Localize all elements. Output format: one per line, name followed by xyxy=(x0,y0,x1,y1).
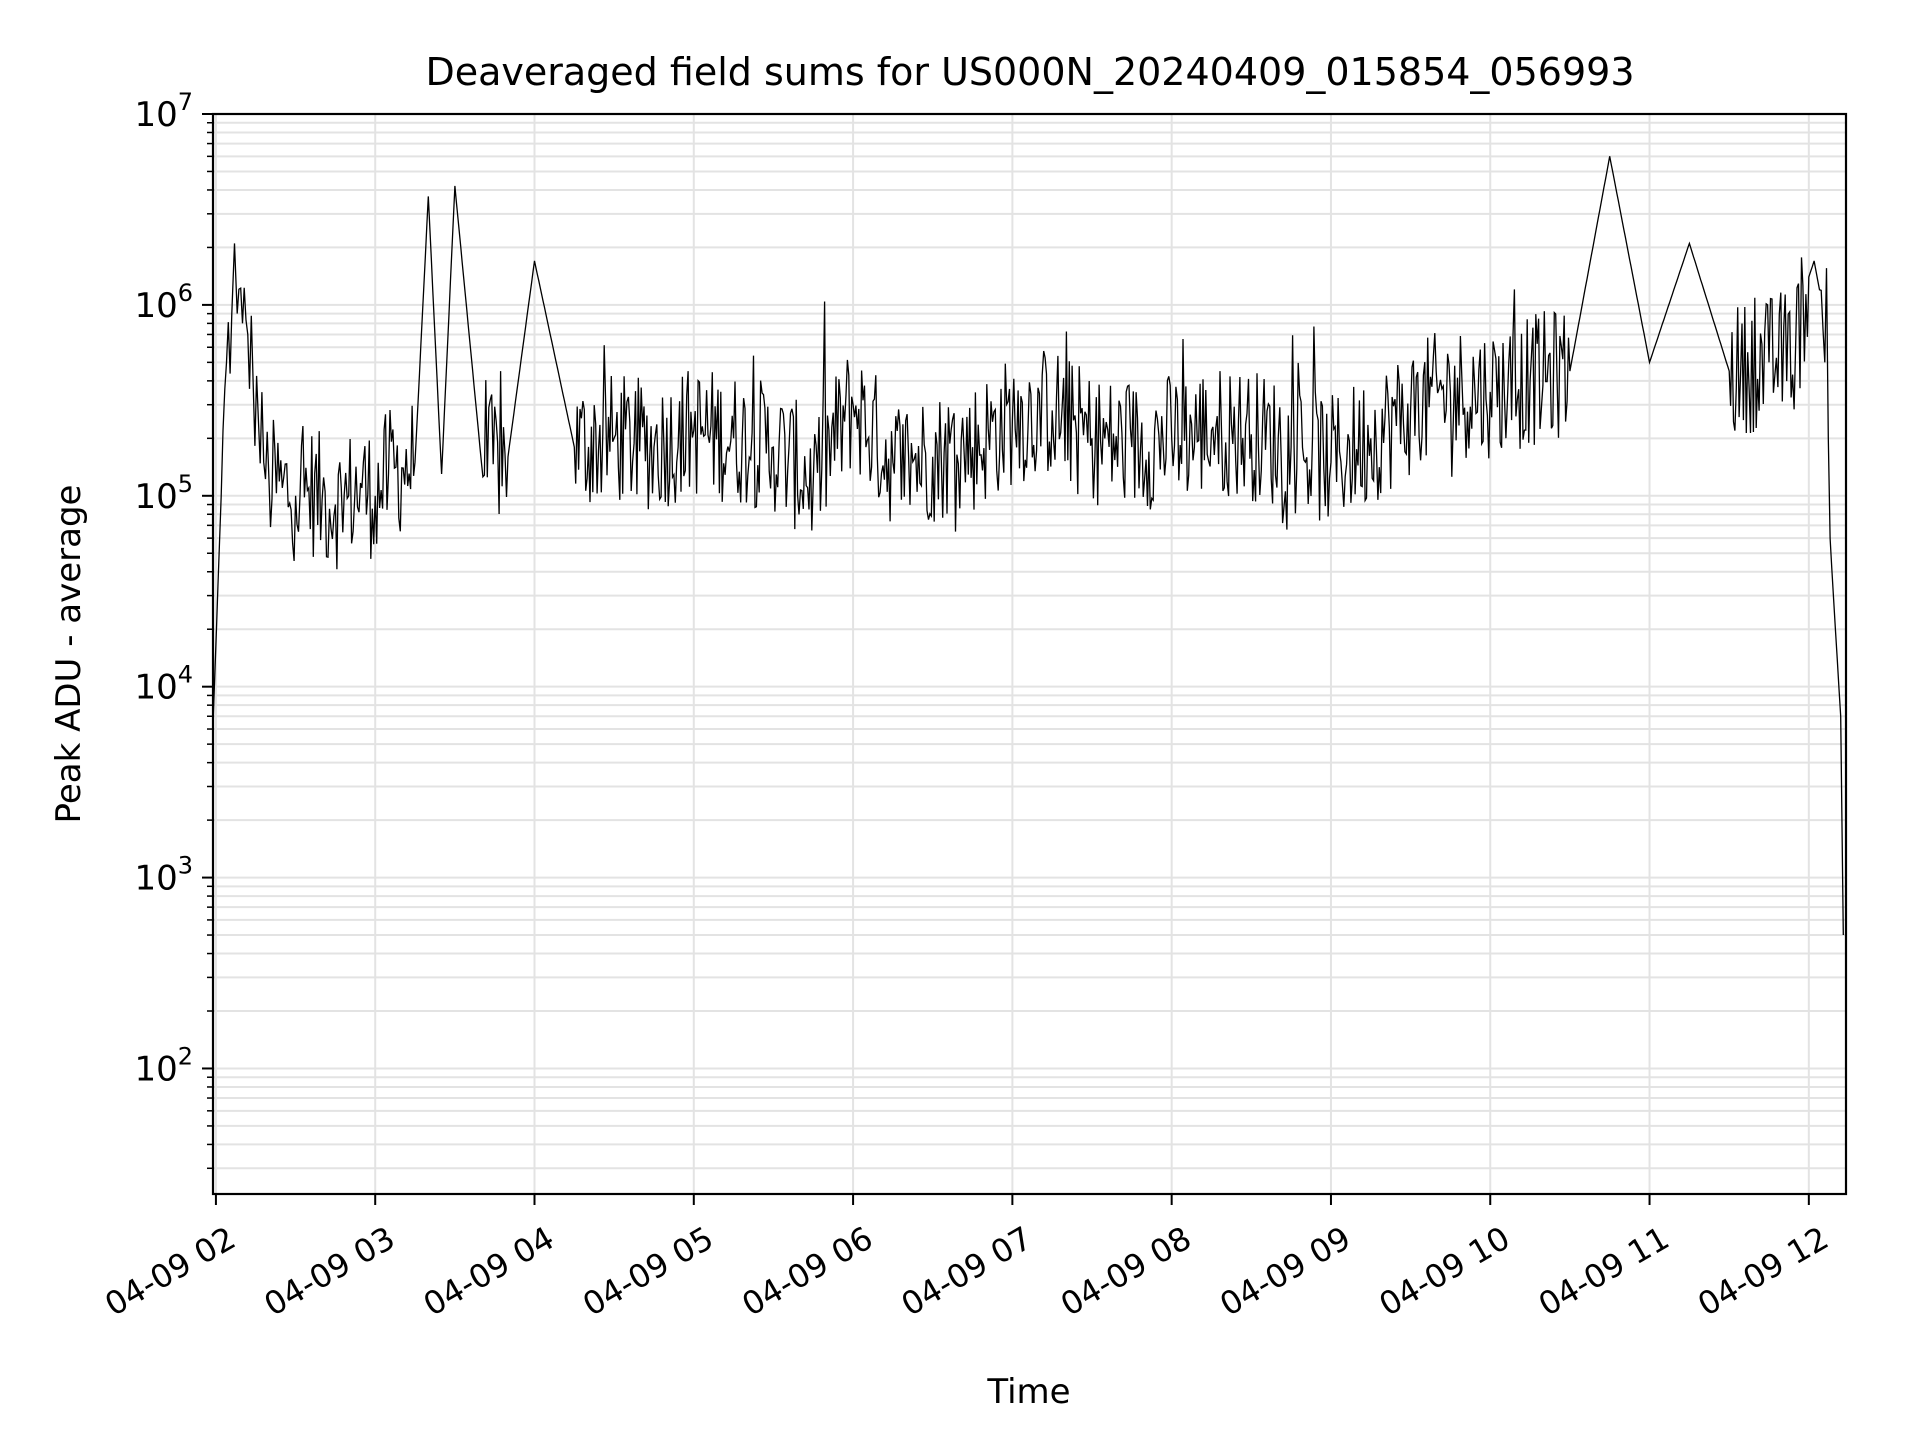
plot-frame xyxy=(211,112,1848,1196)
y-tick-label: 105 xyxy=(134,470,193,517)
y-tick-base: 10 xyxy=(134,477,177,517)
x-axis-label: Time xyxy=(986,1372,1070,1412)
series-layer xyxy=(212,156,1844,936)
y-tick-base: 10 xyxy=(134,859,177,899)
y-tick-base: 10 xyxy=(134,95,177,135)
y-tick-label: 104 xyxy=(134,661,193,708)
y-tick-exponent: 5 xyxy=(178,470,193,498)
series-line xyxy=(212,156,1844,936)
grid xyxy=(213,113,1846,1194)
y-tick-label: 106 xyxy=(134,279,193,326)
y-tick-base: 10 xyxy=(134,668,177,708)
chart-title: Deaveraged field sums for US000N_2024040… xyxy=(425,50,1634,94)
y-tick-base: 10 xyxy=(134,1049,177,1089)
y-tick-exponent: 7 xyxy=(178,88,193,116)
y-tick-exponent: 6 xyxy=(178,279,193,307)
y-tick-label: 102 xyxy=(134,1042,193,1089)
y-tick-exponent: 3 xyxy=(178,852,193,880)
y-tick-label: 103 xyxy=(134,852,193,899)
y-tick-exponent: 2 xyxy=(178,1042,193,1070)
y-tick-base: 10 xyxy=(134,286,177,326)
y-tick-label: 107 xyxy=(134,88,193,135)
y-axis-label: Peak ADU - average xyxy=(49,485,89,824)
y-tick-exponent: 4 xyxy=(178,661,193,689)
